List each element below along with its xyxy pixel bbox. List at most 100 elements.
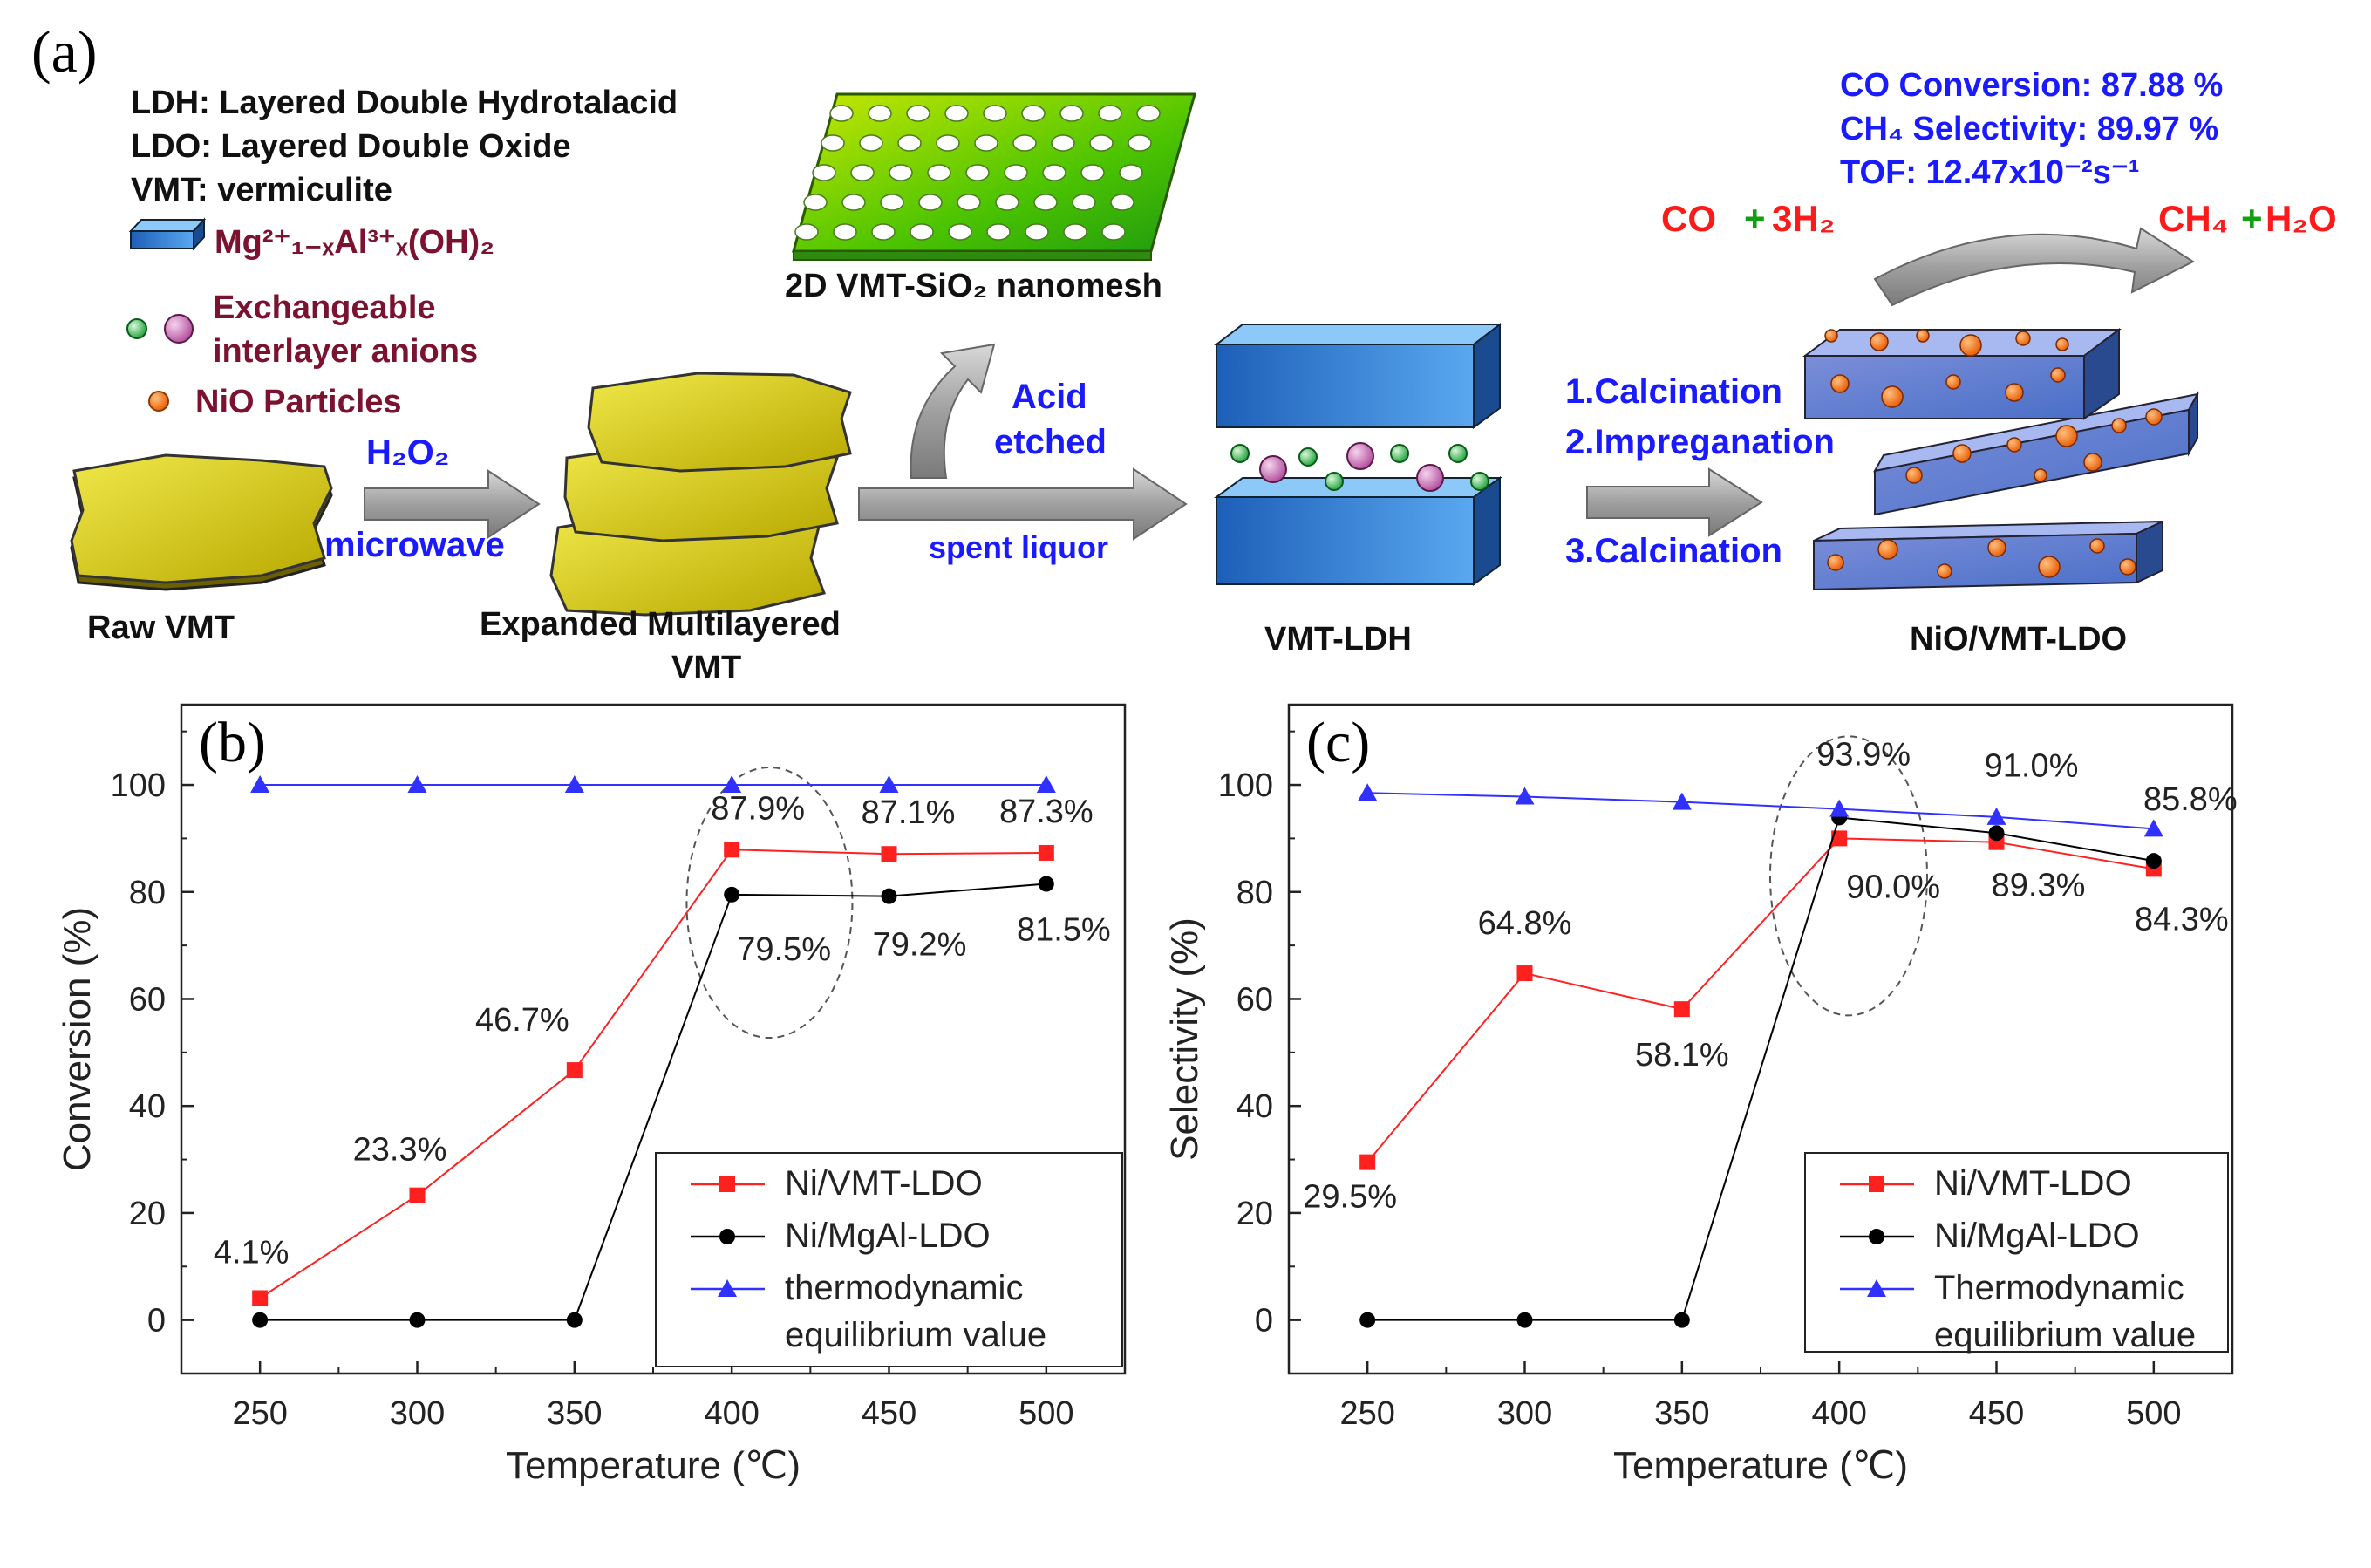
b-data-point [879,775,899,794]
nanomesh-pore [995,194,1019,211]
reaction-plus-1: + [1744,198,1766,239]
b-y-tick-label: 20 [129,1196,166,1232]
nanomesh-pore [889,164,913,181]
nio-particle [1824,329,1838,343]
c-data-point [1831,830,1848,847]
nanomesh-pore [918,194,943,211]
nio-particle [2006,437,2022,453]
nio-particle [1959,334,1982,357]
c-data-label: 93.9% [1816,736,1911,773]
nanomesh-pore [833,223,857,241]
b-legend-marker [718,1279,737,1297]
reaction-plus-2: + [2241,198,2263,239]
nanomesh-pore [1136,105,1161,122]
c-y-tick-label: 80 [1237,875,1273,911]
panel-a: (a) LDH: Layered Double Hydrotalacid LDO… [31,18,2337,686]
chart-c: (c) Temperature (℃) Selectivity (%) 250 3… [1163,703,2238,1487]
nanomesh-pore [1059,105,1084,122]
product-h2o: H₂O [2265,198,2337,239]
c-y-tick-label: 100 [1218,767,1273,804]
nio-particle [1870,332,1889,351]
b-legend-label: Ni/VMT-LDO [785,1164,983,1203]
nio-particle [2083,453,2102,472]
vmt-ldh-image [1213,322,1503,586]
c-data-point [1673,1312,1690,1328]
panel-a-label: (a) [31,18,97,85]
acid-label-2: etched [994,423,1107,461]
nanomesh-pore [957,194,981,211]
ch4-selectivity-text: CH₄ Selectivity: 89.97 % [1840,111,2218,147]
nanomesh-pore [1033,194,1058,211]
legend-ldh: LDH: Layered Double Hydrotalacid [131,85,678,121]
nio-particle [2005,383,2024,402]
b-data-point [881,846,897,862]
nanomesh-pore [1012,134,1037,152]
legend-formula: Mg²⁺₁₋ₓAl³⁺ₓ(OH)₂ [215,224,494,261]
b-x-tick-label: 250 [232,1395,287,1432]
b-data-label: 87.3% [999,794,1094,830]
anion-green-icon [126,318,147,339]
c-data-point [1516,1312,1533,1328]
c-data-label: 85.8% [2143,781,2238,818]
nanomesh-pore [841,194,866,211]
b-x-tick-label: 350 [547,1395,602,1432]
c-y-tick-label: 40 [1237,1088,1273,1125]
b-data-label: 81.5% [1017,912,1111,949]
b-data-point [724,842,740,858]
b-data-point [252,1312,269,1328]
nanomesh-pore [1051,134,1075,152]
b-data-label: 4.1% [214,1234,290,1271]
chart-c-highlight-ellipse [1768,735,1928,1017]
nanomesh-pore [1063,223,1087,241]
nanomesh-pore [948,223,972,241]
c-data-point [1516,965,1533,982]
b-data-point [881,888,897,904]
b-y-tick-label: 60 [129,981,166,1018]
spent-liquor-label: spent liquor [929,529,1108,565]
nio-particle [1952,444,1972,463]
b-x-tick-label: 400 [704,1395,759,1432]
b-y-tick-label: 80 [129,875,166,911]
b-data-label: 79.5% [737,931,831,968]
b-legend-label: equilibrium value [785,1316,1046,1354]
expanded-vmt-image [549,372,852,617]
anion-pink-icon [164,314,194,344]
nanomesh-pore [1080,164,1105,181]
nanomesh-pore [1101,223,1126,241]
b-data-point [1036,775,1056,794]
nanomesh-pore [1021,105,1046,122]
chart-b: (b) Temperature (℃) Conversion (%) 250 30… [56,703,1127,1487]
c-x-tick-label: 250 [1339,1395,1394,1432]
nanomesh-pore [1004,164,1028,181]
b-data-point [250,775,270,794]
nanomesh-pore [1025,223,1049,241]
product-ch4: CH₄ [2158,198,2229,239]
c-data-point [1829,799,1850,817]
c-data-point [1358,783,1378,801]
nanomesh-pore [927,164,951,181]
arrow-h2o2 [364,469,541,539]
b-data-point [1038,844,1054,861]
c-x-tick-label: 300 [1497,1395,1552,1432]
c-data-label: 58.1% [1635,1037,1729,1074]
c-data-point [1359,1312,1376,1328]
legend-anions-2: interlayer anions [213,333,478,370]
b-data-point [724,886,740,903]
b-data-point [1038,876,1054,892]
nio-particle [1987,538,2006,557]
c-data-label: 91.0% [1985,747,2079,784]
b-legend-label: Ni/MgAl-LDO [785,1217,991,1255]
nanomesh-label: 2D VMT-SiO₂ nanomesh [785,268,1162,304]
reactant-h2: 3H₂ [1772,198,1835,239]
c-data-label: 64.8% [1478,905,1572,942]
legend-nio: NiO Particles [195,384,402,420]
nanomesh-pore [794,223,819,241]
b-y-tick-label: 40 [129,1088,166,1125]
calcination-step-1: 1.Calcination [1565,372,1782,411]
nanomesh-pore [812,164,836,181]
c-legend-marker [1867,1279,1886,1297]
nio-particle [1881,385,1904,408]
c-x-tick-label: 400 [1811,1395,1866,1432]
c-data-label: 89.3% [1992,868,2086,904]
nanomesh-pore [1119,164,1143,181]
